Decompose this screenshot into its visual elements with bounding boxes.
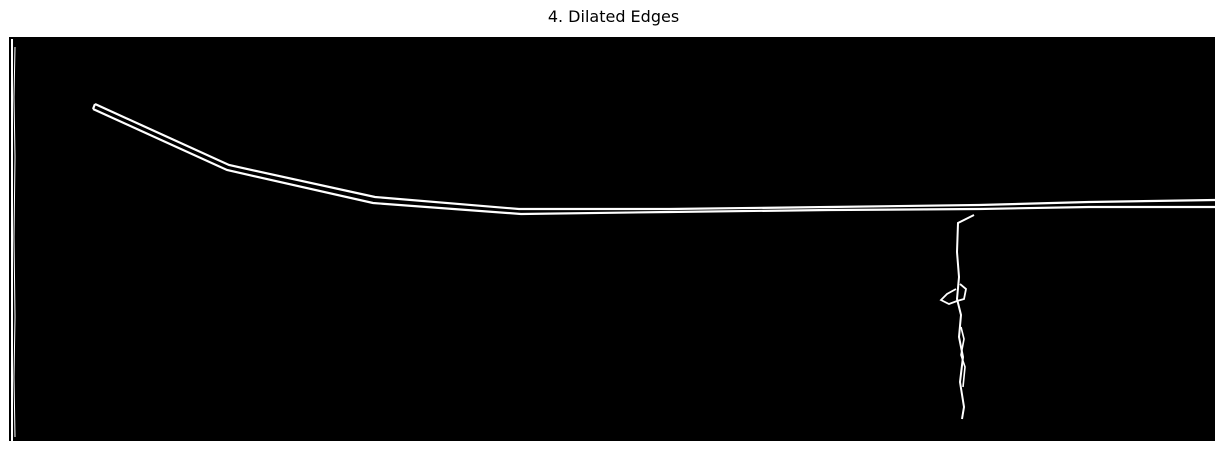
left-border-edge-jitter bbox=[13, 46, 16, 438]
curve-edge-inner bbox=[92, 107, 1215, 216]
crack-loop-edge bbox=[939, 283, 967, 305]
curve-edge-cap bbox=[91, 103, 97, 110]
dilated-edges-image bbox=[9, 37, 1215, 441]
curve-edge-outer bbox=[94, 102, 1215, 211]
edge-map bbox=[11, 39, 1215, 441]
vertical-crack-edge-side bbox=[960, 326, 966, 388]
vertical-crack-edge bbox=[955, 214, 975, 420]
figure-title: 4. Dilated Edges bbox=[547, 7, 680, 26]
